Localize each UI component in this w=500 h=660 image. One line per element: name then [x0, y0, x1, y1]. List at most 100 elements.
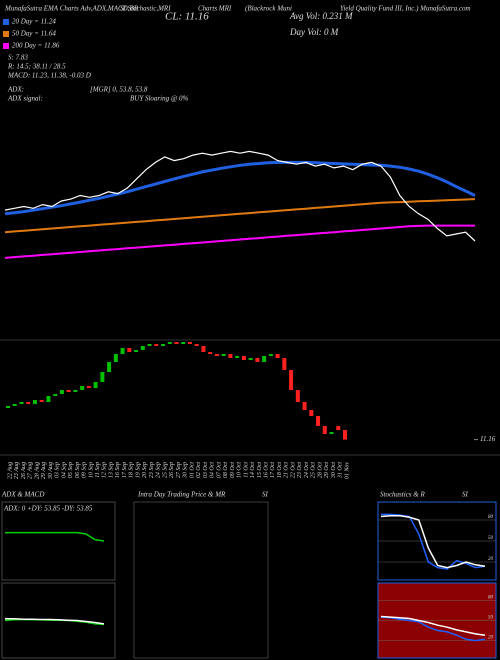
- y-tick-label: 80: [488, 515, 494, 520]
- candle-body: [268, 354, 273, 356]
- candle-body: [187, 342, 192, 344]
- close-text: CL: 11.16: [165, 11, 209, 23]
- x-tick-label: 04 Oct: [209, 462, 216, 478]
- candle-body: [174, 342, 179, 344]
- y-tick-label: 80: [488, 596, 494, 601]
- x-tick-label: 28 Aug: [34, 462, 40, 479]
- candle-body: [80, 386, 85, 390]
- panel-title: Stochastics & R: [380, 491, 425, 499]
- candle-body: [86, 386, 91, 388]
- x-tick-label: 29 Oct: [324, 462, 330, 478]
- legend-label: 20 Day = 11.24: [12, 18, 56, 26]
- series-line: [380, 515, 486, 569]
- y-tick-label: 20: [488, 557, 494, 562]
- candle-body: [107, 362, 112, 372]
- legend-label: 50 Day = 11.64: [12, 30, 56, 38]
- x-tick-label: 17 Sep: [122, 462, 128, 478]
- x-tick-label: 30 Sep: [183, 462, 189, 479]
- candle-body: [194, 344, 199, 346]
- candle-body: [275, 354, 280, 358]
- legend-swatch: [3, 31, 9, 37]
- resistance: R: 14.5; 38.11 / 28.5: [7, 63, 66, 71]
- panel-title: SI: [462, 491, 469, 499]
- x-tick-label: 22 Aug: [7, 462, 13, 479]
- candle-body: [100, 372, 105, 382]
- candle-body: [19, 402, 24, 404]
- x-tick-label: 19 Sep: [135, 462, 141, 478]
- series-line: [5, 618, 105, 625]
- x-tick-label: 24 Sep: [155, 462, 162, 478]
- series-line: [380, 616, 486, 642]
- x-tick-label: 18 Oct: [277, 462, 283, 478]
- adx-text: ADX:: [7, 86, 24, 94]
- x-tick-label: 01 Oct: [189, 462, 195, 478]
- x-tick-label: 27 Aug: [28, 462, 34, 479]
- candle-body: [221, 354, 226, 356]
- candle-body: [140, 346, 145, 350]
- candle-body: [154, 344, 159, 346]
- y-tick-label: 11.16: [480, 435, 496, 443]
- support: S: 7.83: [8, 54, 28, 62]
- candle-body: [302, 402, 307, 410]
- candle-body: [289, 370, 294, 390]
- x-tick-label: 25 Oct: [311, 462, 317, 478]
- x-tick-label: 28 Oct: [317, 462, 323, 478]
- series-line: [5, 531, 105, 542]
- series-line: [381, 513, 486, 570]
- series-line: [4, 150, 476, 242]
- x-tick-label: 23 Aug: [14, 462, 20, 479]
- x-tick-label: 13 Sep: [108, 462, 114, 478]
- candle-body: [6, 406, 10, 408]
- candle-body: [262, 356, 267, 362]
- candle-body: [26, 402, 31, 404]
- y-tick-label: 20: [488, 636, 494, 641]
- x-tick-label: 27 Sep: [176, 462, 182, 478]
- panel-subtitle: ADX: 0 +DY: 53.85 -DY: 53.85: [3, 505, 93, 513]
- x-tick-label: 10 Oct: [237, 462, 243, 478]
- candle-body: [113, 354, 118, 362]
- header-text: SI Stochastic,MRI: [120, 5, 171, 13]
- x-tick-label: 26 Sep: [169, 462, 175, 478]
- candle-body: [32, 400, 37, 404]
- x-tick-label: 25 Sep: [162, 462, 168, 478]
- candle-body: [12, 404, 17, 406]
- candle-body: [255, 358, 260, 362]
- candle-body: [282, 358, 287, 370]
- x-tick-label: 10 Sep: [88, 462, 94, 478]
- x-tick-label: 21 Oct: [284, 462, 290, 478]
- header-text: (Blackrock Muni: [245, 5, 292, 13]
- candle-body: [336, 426, 341, 430]
- x-tick-label: 30 Aug: [48, 462, 54, 480]
- series-line: [4, 160, 476, 216]
- candle-body: [39, 400, 44, 402]
- panel-box: [1, 501, 116, 581]
- x-tick-label: 23 Oct: [297, 462, 303, 478]
- candle-body: [201, 346, 206, 352]
- candle-body: [228, 354, 233, 358]
- y-tick-label: 50: [488, 616, 494, 621]
- candle-body: [208, 352, 213, 354]
- panel-title: Intra Day Trading Price & MR: [137, 491, 226, 499]
- x-tick-label: 01 Nov: [344, 462, 350, 480]
- panel-title: ADX & MACD: [1, 491, 44, 499]
- candle-body: [316, 416, 321, 426]
- candle-body: [309, 410, 314, 416]
- candle-body: [329, 432, 334, 434]
- x-tick-label: 03 Sep: [55, 462, 61, 478]
- x-tick-label: 29 Aug: [41, 462, 47, 479]
- x-tick-label: 15 Oct: [257, 462, 263, 478]
- avg-vol: Avg Vol: 0.231 M: [289, 11, 353, 21]
- x-tick-label: 18 Sep: [129, 462, 135, 478]
- panel-title: SI: [262, 491, 269, 499]
- x-tick-label: 03 Oct: [203, 462, 209, 478]
- x-tick-label: 23 Sep: [149, 462, 155, 478]
- x-tick-label: 06 Sep: [75, 462, 81, 478]
- candle-body: [161, 344, 166, 346]
- intraday-box: [133, 501, 269, 659]
- x-tick-label: 20 Sep: [142, 462, 148, 478]
- candle-body: [46, 396, 51, 402]
- candle-body: [127, 348, 132, 352]
- macd-text: MACD: 11.23, 11.38, -0.03 D: [7, 72, 91, 80]
- x-tick-label: 14 Oct: [249, 462, 256, 478]
- y-tick-label: 50: [488, 536, 494, 541]
